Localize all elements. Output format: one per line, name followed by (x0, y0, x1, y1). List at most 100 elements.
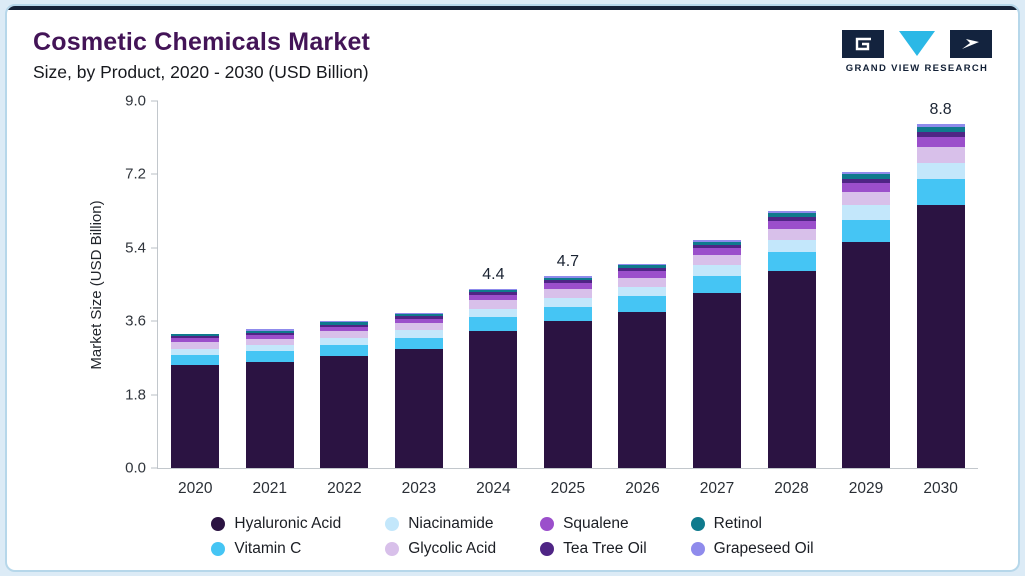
page-title: Cosmetic Chemicals Market (33, 28, 371, 56)
y-tick-mark (151, 100, 158, 102)
segment-niacinamide (842, 205, 891, 220)
legend-dot-icon (385, 542, 400, 556)
legend-item-retinol: Retinol (690, 515, 814, 533)
x-axis-label: 2029 (848, 480, 884, 497)
segment-hyaluronic-acid (394, 349, 443, 468)
segment-squalene (320, 326, 369, 332)
segment-tea-tree-oil (171, 336, 220, 339)
segment-niacinamide (543, 297, 592, 307)
y-tick-label: 7.2 (125, 165, 146, 183)
segment-glycolic-acid (842, 191, 891, 206)
segment-hyaluronic-acid (320, 355, 369, 468)
segment-tea-tree-oil (469, 292, 518, 296)
segment-glycolic-acid (543, 289, 592, 298)
segment-tea-tree-oil (842, 178, 891, 183)
segment-hyaluronic-acid (618, 311, 667, 468)
segment-grapeseed-oil (692, 239, 741, 242)
segment-retinol (692, 241, 741, 245)
segment-squalene (245, 334, 294, 339)
segment-glycolic-acid (469, 300, 518, 309)
segment-glycolic-acid (245, 338, 294, 345)
segment-vitamin-c (320, 344, 369, 356)
y-tick-mark (151, 320, 158, 322)
bar-2027: 2027 (692, 101, 741, 497)
x-axis-label: 2028 (774, 480, 809, 497)
legend-label: Tea Tree Oil (563, 540, 647, 557)
bar-value-label: 8.8 (929, 101, 952, 118)
y-tick-label: 1.8 (125, 386, 146, 404)
segment-vitamin-c (394, 337, 443, 350)
bar-2021: 2021 (245, 101, 294, 497)
segment-squalene (692, 248, 741, 256)
segment-retinol (618, 265, 667, 269)
segment-squalene (171, 338, 220, 343)
segment-grapeseed-oil (916, 124, 965, 127)
y-tick-mark (151, 394, 158, 396)
segment-glycolic-acid (692, 255, 741, 266)
y-tick-mark (151, 247, 158, 249)
segment-hyaluronic-acid (842, 241, 891, 468)
segment-squalene (842, 182, 891, 192)
legend-item-squalene: Squalene (540, 515, 647, 533)
legend-label: Retinol (713, 515, 762, 532)
segment-retinol (543, 277, 592, 281)
segment-niacinamide (394, 330, 443, 338)
plot-area: Market Size (USD Billion) 2020 2021 2022 20… (88, 93, 978, 497)
x-axis-label: 2026 (625, 480, 660, 497)
legend-dot-icon (540, 542, 555, 556)
y-tick-label: 9.0 (125, 92, 146, 110)
bar-2025: 4.7 2025 (543, 101, 592, 497)
legend-dot-icon (211, 542, 226, 556)
legend-item-hyaluronic-acid: Hyaluronic Acid (211, 515, 341, 533)
segment-glycolic-acid (320, 331, 369, 338)
legend-dot-icon (385, 517, 400, 531)
segment-niacinamide (916, 162, 965, 180)
chart-card: Cosmetic Chemicals Market Size, by Produ… (5, 4, 1020, 572)
segment-glycolic-acid (394, 323, 443, 331)
legend-item-tea-tree-oil: Tea Tree Oil (540, 540, 647, 558)
segment-niacinamide (618, 286, 667, 297)
legend-label: Glycolic Acid (408, 540, 497, 557)
brand-logo: GRAND VIEW RESEARCH (842, 30, 992, 74)
segment-retinol (320, 322, 369, 325)
segment-grapeseed-oil (842, 172, 891, 175)
legend: Hyaluronic Acid Niacinamide Squalene Retino… (7, 515, 1018, 558)
legend-dot-icon (211, 517, 226, 531)
y-tick-label: 0.0 (125, 459, 146, 477)
y-tick-mark (151, 467, 158, 469)
segment-glycolic-acid (767, 228, 816, 241)
brand-name: GRAND VIEW RESEARCH (845, 63, 989, 74)
segment-vitamin-c (916, 179, 965, 205)
logo-square-g-icon (842, 30, 884, 58)
logo-square-arrow-icon (950, 30, 992, 58)
bar-2030: 8.8 2030 (916, 101, 965, 497)
segment-glycolic-acid (916, 147, 965, 163)
bar-2028: 2028 (767, 101, 816, 497)
segment-retinol (245, 330, 294, 333)
segment-retinol (842, 174, 891, 179)
segment-tea-tree-oil (618, 268, 667, 272)
segment-niacinamide (320, 337, 369, 345)
segment-tea-tree-oil (543, 280, 592, 284)
x-axis-label: 2020 (178, 480, 213, 497)
segment-squalene (394, 318, 443, 324)
segment-tea-tree-oil (767, 216, 816, 221)
segment-vitamin-c (767, 252, 816, 272)
bar-2023: 2023 (394, 101, 443, 497)
y-axis-title: Market Size (USD Billion) (88, 199, 105, 370)
legend-label: Squalene (563, 515, 629, 532)
segment-grapeseed-oil (767, 211, 816, 214)
segment-niacinamide (171, 348, 220, 356)
legend-item-grapeseed-oil: Grapeseed Oil (690, 540, 814, 558)
bar-2020: 2020 (171, 101, 220, 497)
bar-value-label: 4.7 (556, 253, 580, 271)
legend-label: Niacinamide (408, 515, 494, 532)
logo-triangle-icon (899, 31, 935, 56)
segment-grapeseed-oil (245, 329, 294, 331)
segment-niacinamide (692, 265, 741, 277)
segment-vitamin-c (842, 219, 891, 242)
segment-tea-tree-oil (692, 245, 741, 249)
legend-item-vitamin-c: Vitamin C (211, 540, 341, 558)
segment-squalene (916, 136, 965, 148)
legend-dot-icon (540, 517, 555, 531)
